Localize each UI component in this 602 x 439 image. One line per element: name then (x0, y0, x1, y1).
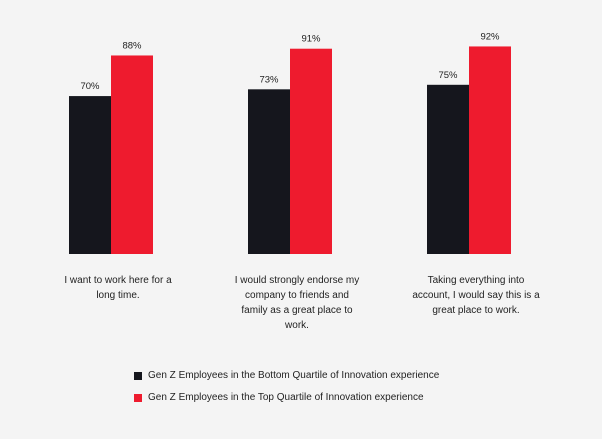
legend-swatch-bottom-quartile (134, 371, 142, 380)
data-label-series0-cat1: 73% (259, 74, 279, 85)
data-label-series0-cat2: 75% (438, 70, 458, 81)
bar-chart: 70% 73% 75% 88% 91% 92% I want to work here fo… (64, 31, 540, 331)
legend: Gen Z Employees in the Bottom Quartile o… (134, 368, 439, 412)
category-label-1-line-0: I would strongly endorse my (235, 275, 360, 286)
category-label-2-line-1: account, I would say this is a (412, 290, 540, 301)
bar-series1-cat2 (469, 46, 511, 255)
category-label-1-line-2: family as a great place to (241, 305, 353, 316)
category-label-0-line-0: I want to work here for a (64, 275, 172, 286)
category-label-0-line-1: long time. (96, 290, 139, 301)
data-label-series1-cat0: 88% (122, 40, 142, 51)
category-label-2-line-2: great place to work. (432, 305, 519, 316)
legend-item-bottom-quartile: Gen Z Employees in the Bottom Quartile o… (134, 368, 439, 383)
bar-series1-cat1 (290, 48, 332, 255)
category-label-2-line-0: Taking everything into (428, 275, 525, 286)
category-label-1-line-3: work. (284, 320, 309, 331)
category-label-2: Taking everything into account, I would s… (412, 275, 540, 316)
legend-label-top-quartile: Gen Z Employees in the Top Quartile of I… (148, 392, 424, 403)
bar-series1-cat0 (111, 55, 153, 254)
category-label-1: I would strongly endorse my company to fr… (235, 275, 360, 331)
bar-series0-cat1 (248, 89, 290, 254)
data-label-series1-cat1: 91% (301, 34, 321, 45)
legend-item-top-quartile: Gen Z Employees in the Top Quartile of I… (134, 390, 439, 405)
category-label-1-line-1: company to friends and (245, 290, 349, 301)
bar-series0-cat0 (69, 96, 111, 254)
legend-label-bottom-quartile: Gen Z Employees in the Bottom Quartile o… (148, 370, 440, 381)
category-label-0: I want to work here for a long time. (64, 275, 172, 301)
data-label-series0-cat0: 70% (80, 81, 100, 92)
bar-series0-cat2 (427, 84, 469, 254)
legend-swatch-top-quartile (134, 393, 142, 402)
data-label-series1-cat2: 92% (480, 31, 500, 42)
